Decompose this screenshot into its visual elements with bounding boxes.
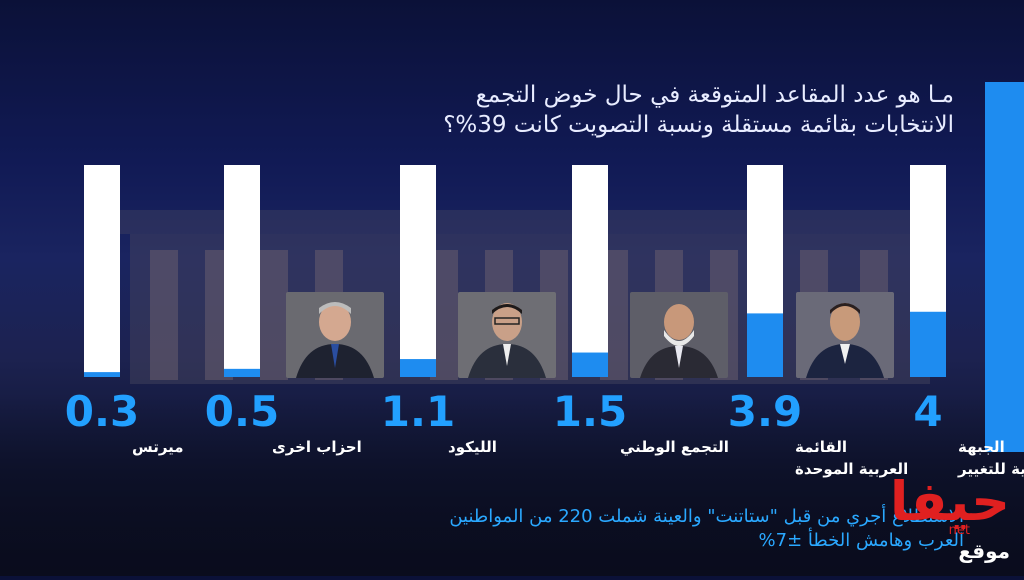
value-label: 0.3 [65,387,139,436]
category-label: العربية الموحدة [795,460,908,478]
logo-suffix: net [949,523,970,538]
bar-fill [572,352,608,377]
category-label: احزاب اخرى [272,438,362,456]
category-label: والعربية للتغيير [957,460,1024,478]
bar-fill [224,368,260,377]
footnote-line-2: العرب وهامش الخطأ ±7% [758,530,964,551]
portrait-likud-leader [286,292,384,378]
title-line-2: الانتخابات بقائمة مستقلة ونسبة التصويت ك… [443,112,954,138]
bar-fill [400,359,436,377]
bar-fill [747,313,783,377]
haifa-site-logo: حيفا net موقع [820,450,1020,576]
value-label: 4 [913,387,942,436]
category-label: الليكود [448,438,497,456]
footnote-line-1: الاستطلاع أجري من قبل "ستاتنت" والعينة ش… [449,506,964,527]
category-label: التجمع الوطني [620,438,729,456]
chart-title: مـا هو عدد المقاعد المتوقعة في حال خوض ا… [254,80,954,140]
value-label: 0.5 [205,387,279,436]
portrait-united-arab-list-leader [630,292,728,378]
bar-track [84,165,120,377]
bar-track [224,165,260,377]
bar-fill [910,311,946,377]
road-foreground [0,395,1024,576]
portrait-balad-leader [458,292,556,378]
bar-fill [84,372,120,377]
accent-side-bar [985,82,1024,452]
value-label: 1.5 [553,387,627,436]
logo-subtext: موقع [958,539,1010,563]
value-label: 1.1 [381,387,455,436]
value-label: 3.9 [728,387,802,436]
title-line-1: مـا هو عدد المقاعد المتوقعة في حال خوض ا… [475,82,954,108]
category-label: القائمة [795,438,847,456]
survey-footnote: الاستطلاع أجري من قبل "ستاتنت" والعينة ش… [244,505,964,553]
category-label: الجبهة [958,438,1005,456]
category-label: ميرتس [132,438,184,456]
portrait-joint-list-leader [796,292,894,378]
bar-track [572,165,608,377]
bar-track [400,165,436,377]
logo-main-text: حيفا [890,470,1010,533]
